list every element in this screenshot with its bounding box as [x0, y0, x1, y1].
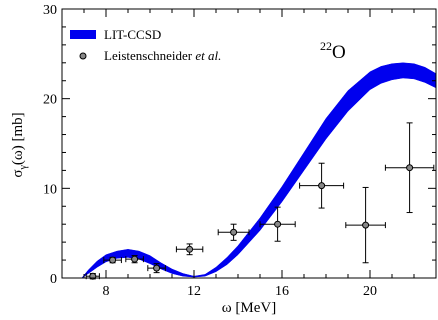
x-tick-label: 12	[187, 284, 201, 299]
data-point	[384, 122, 435, 214]
x-tick-label: 8	[103, 284, 110, 299]
data-point-marker	[318, 182, 326, 190]
y-tick-label: 10	[43, 182, 57, 197]
plot-frame	[61, 8, 437, 279]
isotope-annotation: 22O	[320, 39, 346, 63]
x-tick-label: 20	[363, 284, 377, 299]
data-point-marker	[153, 264, 161, 272]
data-point	[299, 162, 345, 209]
legend-band-swatch	[70, 30, 96, 39]
data-point	[147, 263, 166, 274]
y-axis-label-main: σ	[10, 170, 26, 178]
legend: LIT-CCSD Leistenschneider et al.	[70, 27, 221, 63]
y-axis-label: σγ(ω) [mb]	[10, 112, 29, 177]
legend-points-marker	[79, 52, 87, 60]
data-point	[85, 272, 100, 280]
legend-points-etal: et al.	[195, 48, 221, 63]
legend-band-label: LIT-CCSD	[104, 27, 161, 42]
isotope-element: O	[332, 42, 346, 63]
data-point	[345, 186, 386, 264]
labels-layer: 8 12 16 20 0 10 20 30	[43, 3, 377, 299]
x-axis-label: ω [MeV]	[222, 300, 276, 316]
data-point-marker	[186, 245, 194, 253]
band-layer	[81, 62, 437, 279]
legend-points-name: Leistenschneider	[104, 48, 193, 63]
ticks-layer	[62, 8, 436, 279]
data-point	[259, 206, 296, 242]
points-layer	[85, 122, 435, 280]
data-point	[175, 243, 204, 256]
data-point	[217, 223, 250, 241]
x-tick-label: 16	[275, 284, 289, 299]
isotope-mass: 22	[320, 39, 332, 53]
y-tick-label: 0	[50, 272, 57, 287]
y-axis-label-sub: γ	[18, 165, 29, 171]
data-point	[125, 255, 144, 264]
data-point	[103, 256, 122, 264]
data-point-marker	[131, 255, 139, 263]
y-axis-label-tail: (ω) [mb]	[10, 112, 26, 165]
lit-ccsd-band	[81, 62, 437, 279]
data-point-marker	[274, 220, 282, 228]
data-point-marker	[406, 164, 414, 172]
y-tick-label: 20	[43, 93, 57, 108]
data-point-marker	[109, 256, 117, 264]
y-tick-label: 30	[43, 3, 57, 18]
data-point-marker	[230, 228, 238, 236]
data-point-marker	[362, 221, 370, 229]
legend-points-label: Leistenschneider et al.	[104, 48, 221, 63]
